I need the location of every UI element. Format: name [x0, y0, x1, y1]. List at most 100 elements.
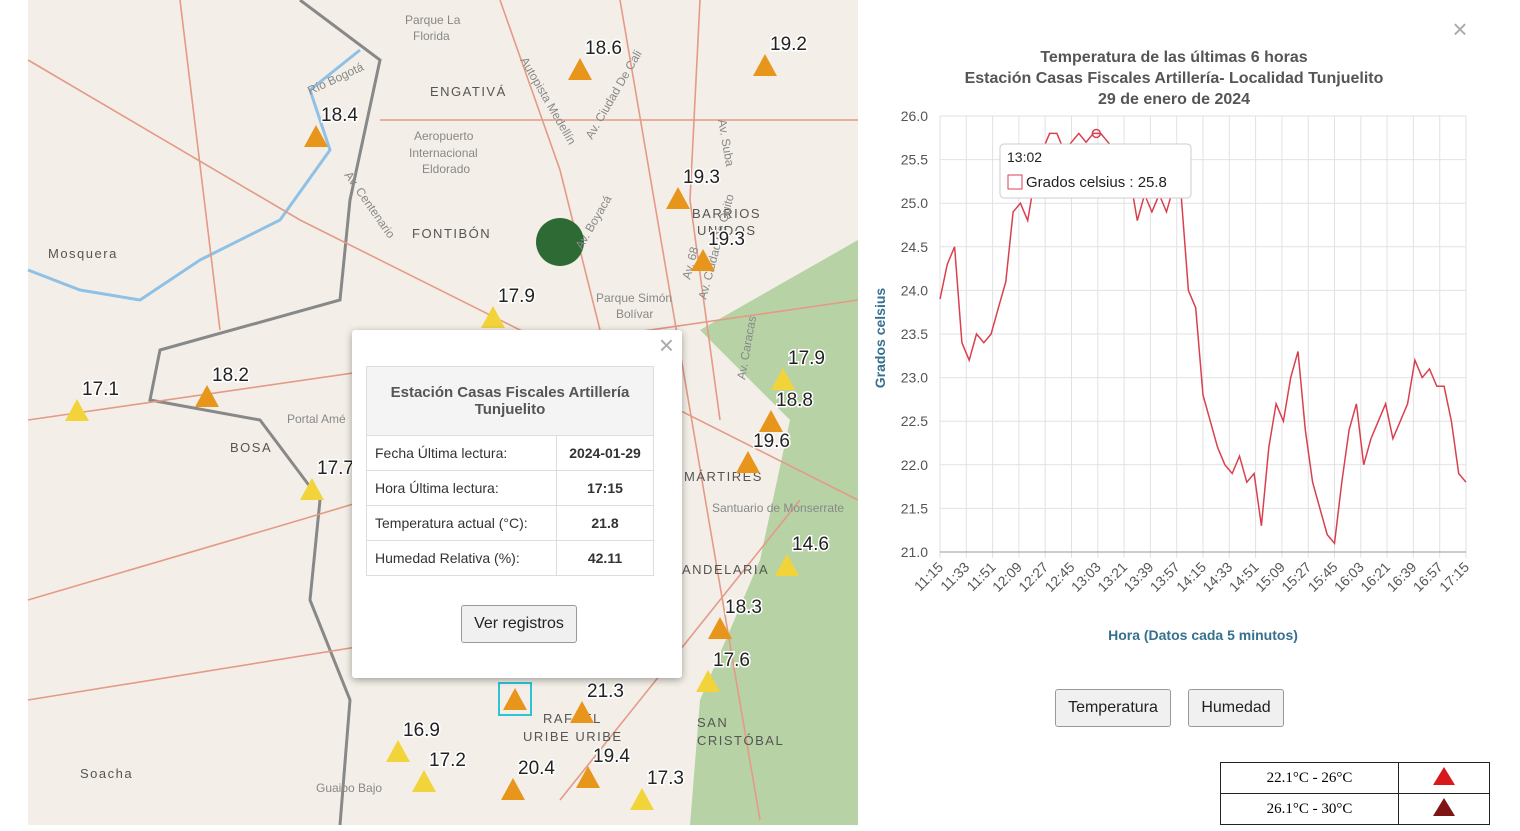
station-marker[interactable]	[300, 478, 324, 500]
station-marker[interactable]	[304, 125, 328, 147]
place-label: Eldorado	[422, 162, 470, 176]
district-border	[148, 0, 382, 826]
x-tick-label: 12:45	[1042, 559, 1078, 595]
station-marker[interactable]	[630, 788, 654, 810]
place-label: Portal Amé	[287, 412, 346, 426]
records-button[interactable]: Ver registros	[461, 605, 577, 643]
station-value: 18.3	[725, 597, 762, 618]
y-tick-label: 23.0	[901, 370, 928, 386]
station-marker[interactable]	[666, 187, 690, 209]
selected-station[interactable]	[498, 682, 532, 716]
place-label: Parque La	[405, 13, 461, 27]
y-tick-label: 22.5	[901, 413, 928, 429]
map: Mosquera ENGATIVÁ FONTIBÓN BOSA Soacha BARRIO…	[27, 0, 858, 826]
station-title: Estación Casas Fiscales Artillería Tunju…	[366, 366, 654, 436]
place-label: Soacha	[80, 766, 133, 781]
x-tick-label: 13:03	[1068, 559, 1104, 595]
station-marker[interactable]	[576, 766, 600, 788]
station-marker[interactable]	[771, 368, 795, 390]
station-value: 19.3	[708, 229, 745, 250]
station-value: 17.3	[647, 768, 684, 789]
legend-label: 26.1°C - 30°C	[1220, 793, 1399, 825]
station-value: 18.8	[776, 390, 813, 411]
x-tick-label: 13:21	[1094, 559, 1130, 595]
station-marker[interactable]	[696, 670, 720, 692]
station-value: 17.9	[788, 348, 825, 369]
place-label: Internacional	[409, 146, 478, 160]
tooltip-text: Grados celsius : 25.8	[1026, 174, 1167, 191]
station-marker[interactable]	[753, 54, 777, 76]
place-label: RAFAEL	[543, 711, 602, 726]
station-value: 21.3	[587, 681, 624, 702]
popup-row: Fecha Última lectura: 2024-01-29	[366, 435, 654, 471]
legend-symbol-cell	[1398, 762, 1490, 794]
x-tick-label: 11:15	[911, 559, 947, 595]
y-tick-label: 22.0	[901, 457, 928, 473]
x-tick-label: 16:03	[1331, 559, 1367, 595]
tooltip-time: 13:02	[1007, 149, 1042, 165]
temperature-button[interactable]: Temperatura	[1055, 689, 1171, 727]
station-marker[interactable]	[708, 617, 732, 639]
station-table: Estación Casas Fiscales Artillería Tunju…	[366, 366, 654, 576]
station-popup: × Estación Casas Fiscales Artillería Tun…	[352, 330, 682, 678]
station-value: 17.1	[82, 379, 119, 400]
station-marker[interactable]	[568, 58, 592, 80]
place-label: ENGATIVÁ	[430, 84, 507, 99]
chart-title: 29 de enero de 2024	[1098, 91, 1250, 108]
station-value: 19.4	[593, 746, 630, 767]
x-tick-label: 12:27	[1015, 559, 1051, 595]
x-tick-label: 15:45	[1305, 559, 1341, 595]
place-label: Santuario de Monserrate	[712, 501, 844, 515]
chart-title: Temperatura de las últimas 6 horas	[1040, 49, 1307, 66]
station-marker[interactable]	[691, 249, 715, 271]
place-label: BOSA	[230, 440, 272, 455]
y-tick-label: 25.0	[901, 195, 928, 211]
close-icon[interactable]: ×	[1452, 14, 1467, 44]
row-value: 2024-01-29	[556, 435, 654, 471]
station-marker[interactable]	[501, 778, 525, 800]
station-marker[interactable]	[736, 451, 760, 473]
station-marker[interactable]	[195, 385, 219, 407]
station-marker[interactable]	[412, 770, 436, 792]
y-tick-label: 21.0	[901, 544, 928, 560]
station-value: 19.3	[683, 167, 720, 188]
y-tick-label: 24.5	[901, 239, 928, 255]
station-value: 20.4	[518, 758, 555, 779]
x-tick-label: 14:51	[1226, 559, 1262, 595]
legend-triangle	[1433, 797, 1455, 816]
x-tick-label: 14:33	[1199, 559, 1235, 595]
tooltip-box	[999, 143, 1192, 199]
humidity-button[interactable]: Humedad	[1188, 689, 1284, 727]
station-value: 17.6	[713, 650, 750, 671]
x-tick-label: 14:15	[1173, 559, 1209, 595]
station-marker[interactable]	[503, 688, 527, 710]
x-tick-label: 11:51	[963, 559, 999, 595]
station-marker[interactable]	[759, 410, 783, 432]
popup-row: Hora Última lectura: 17:15	[366, 470, 654, 506]
x-tick-label: 12:09	[989, 559, 1025, 595]
station-value: 18.4	[321, 105, 358, 126]
close-icon[interactable]: ×	[658, 330, 674, 360]
legend: 22.1°C - 26°C 26.1°C - 30°C	[1220, 762, 1490, 825]
station-marker[interactable]	[570, 701, 594, 723]
temperature-line	[939, 132, 1467, 546]
place-label: Mosquera	[48, 246, 118, 261]
x-tick-label: 13:57	[1147, 559, 1183, 595]
place-label: CRISTÓBAL	[697, 733, 784, 748]
x-tick-label: 16:21	[1357, 559, 1393, 595]
hover-point	[1091, 128, 1102, 139]
popup-row: Humedad Relativa (%): 42.11	[366, 540, 654, 576]
station-marker[interactable]	[386, 740, 410, 762]
x-tick-label: 15:27	[1278, 559, 1314, 595]
station-marker[interactable]	[65, 399, 89, 421]
camera-icon[interactable]	[536, 218, 584, 266]
x-tick-label: 15:09	[1252, 559, 1288, 595]
station-marker[interactable]	[775, 554, 799, 576]
y-tick-label: 23.5	[901, 326, 928, 342]
station-value: 19.2	[770, 34, 807, 55]
station-marker[interactable]	[481, 306, 505, 328]
river	[27, 48, 361, 302]
place-label: UNIDOS	[697, 223, 757, 238]
row-label: Hora Última lectura:	[366, 470, 557, 506]
place-label: Parque Simón	[596, 291, 672, 305]
